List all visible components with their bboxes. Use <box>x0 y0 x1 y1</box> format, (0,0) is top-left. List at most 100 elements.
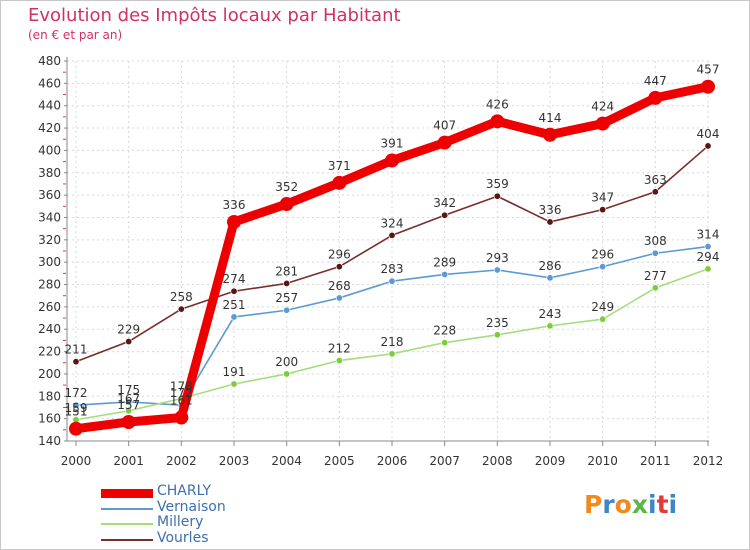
data-label-vernaison: 175 <box>117 383 140 397</box>
data-label-charly: 371 <box>328 159 351 173</box>
data-label-charly: 161 <box>170 394 193 408</box>
axes: 140 160 180 200 220 240 260 280 300 320 340 360 380 4… <box>38 54 723 468</box>
data-point-vernaison <box>230 313 238 321</box>
data-point-charly <box>227 214 241 229</box>
x-tick-label: 2009 <box>535 454 566 468</box>
data-label-vourles: 342 <box>433 196 456 210</box>
y-tick-label: 460 <box>38 76 61 90</box>
data-point-vernaison <box>72 401 80 409</box>
data-point-vernaison <box>283 306 291 314</box>
data-point-vourles <box>230 287 238 295</box>
data-label-vourles: 336 <box>539 203 562 217</box>
y-tick-label: 140 <box>38 434 61 448</box>
data-point-charly <box>543 127 557 142</box>
data-point-vourles <box>493 192 501 200</box>
data-point-vernaison <box>125 398 133 406</box>
x-tick-label: 2010 <box>587 454 618 468</box>
logo-letter: t <box>656 490 669 519</box>
y-tick-label: 300 <box>38 255 61 269</box>
data-point-charly <box>490 114 505 129</box>
y-tick-label: 320 <box>38 233 61 247</box>
data-point-vourles <box>125 338 133 346</box>
data-label-vernaison: 251 <box>223 298 246 312</box>
y-tick-label: 180 <box>38 389 61 403</box>
data-point-millery <box>546 322 554 330</box>
data-label-vernaison: 314 <box>697 228 720 242</box>
data-label-vourles: 359 <box>486 177 509 191</box>
data-label-vernaison: 257 <box>275 291 298 305</box>
legend-swatch <box>101 489 153 498</box>
data-label-millery: 218 <box>381 335 404 349</box>
logo-letter: i <box>668 490 678 519</box>
y-tick-label: 360 <box>38 188 61 202</box>
chart-subtitle: (en € et par an) <box>28 28 123 42</box>
x-tick-label: 2000 <box>61 454 92 468</box>
data-label-charly: 407 <box>433 119 456 133</box>
legend-swatch <box>101 538 153 541</box>
data-label-vourles: 404 <box>697 127 720 141</box>
x-tick-label: 2007 <box>429 454 460 468</box>
data-point-vourles <box>72 358 80 366</box>
data-point-vourles <box>388 231 396 239</box>
x-tick-label: 2012 <box>693 454 724 468</box>
data-point-millery <box>335 357 343 365</box>
data-label-millery: 249 <box>591 300 614 314</box>
y-tick-label: 440 <box>38 99 61 113</box>
data-label-vernaison: 172 <box>170 386 193 400</box>
data-label-millery: 167 <box>117 392 140 406</box>
data-label-charly: 336 <box>223 198 246 212</box>
data-label-vourles: 274 <box>223 272 246 286</box>
y-tick-label: 380 <box>38 166 61 180</box>
data-point-vourles <box>177 305 185 313</box>
legend-label: Vernaison <box>157 498 226 515</box>
x-tick-label: 2011 <box>640 454 671 468</box>
data-point-millery <box>493 331 501 339</box>
data-label-millery: 178 <box>170 380 193 394</box>
data-label-vernaison: 289 <box>433 255 456 269</box>
data-label-millery: 294 <box>697 250 720 264</box>
legend-label: Vourles <box>157 529 209 546</box>
data-label-millery: 277 <box>644 269 667 283</box>
data-point-charly <box>701 79 715 94</box>
data-point-charly <box>121 415 136 429</box>
data-label-vourles: 363 <box>644 173 667 187</box>
data-point-millery <box>388 350 396 358</box>
data-point-vourles <box>335 263 343 271</box>
data-point-charly <box>69 421 83 436</box>
data-point-vourles <box>651 188 659 196</box>
data-label-millery: 228 <box>433 324 456 338</box>
data-label-charly: 391 <box>381 136 404 150</box>
x-tick-label: 2006 <box>377 454 408 468</box>
data-point-vernaison <box>651 249 659 257</box>
data-point-vernaison <box>546 274 554 282</box>
legend-swatch <box>101 523 153 525</box>
data-label-charly: 426 <box>486 97 509 111</box>
data-label-millery: 212 <box>328 342 351 356</box>
data-point-millery <box>283 370 291 378</box>
data-point-vourles <box>283 279 291 287</box>
data-point-vernaison <box>335 294 343 302</box>
legend-label: CHARLY <box>157 483 212 499</box>
data-label-vernaison: 172 <box>65 386 88 400</box>
y-tick-label: 400 <box>38 143 61 157</box>
data-labels: 151 157 161 336 352 371 391 407 426 414 424 447 457 1… <box>65 63 720 419</box>
data-point-vourles <box>441 211 449 219</box>
data-point-charly <box>648 90 663 105</box>
data-point-millery <box>230 380 238 388</box>
y-tick-label: 480 <box>38 54 61 68</box>
data-label-vernaison: 283 <box>381 262 404 276</box>
y-tick-label: 420 <box>38 121 61 135</box>
data-label-vernaison: 296 <box>591 248 614 262</box>
data-point-vernaison <box>599 263 607 271</box>
data-point-charly <box>385 153 399 168</box>
x-tick-label: 2003 <box>219 454 250 468</box>
data-label-millery: 243 <box>539 307 562 321</box>
x-tick-label: 2004 <box>271 454 302 468</box>
legend-swatch <box>101 507 153 510</box>
y-tick-label: 340 <box>38 210 61 224</box>
chart-title: Evolution des Impôts locaux par Habitant <box>28 5 401 26</box>
data-point-millery <box>704 265 712 273</box>
data-label-vourles: 296 <box>328 248 351 262</box>
data-point-charly <box>174 410 189 425</box>
